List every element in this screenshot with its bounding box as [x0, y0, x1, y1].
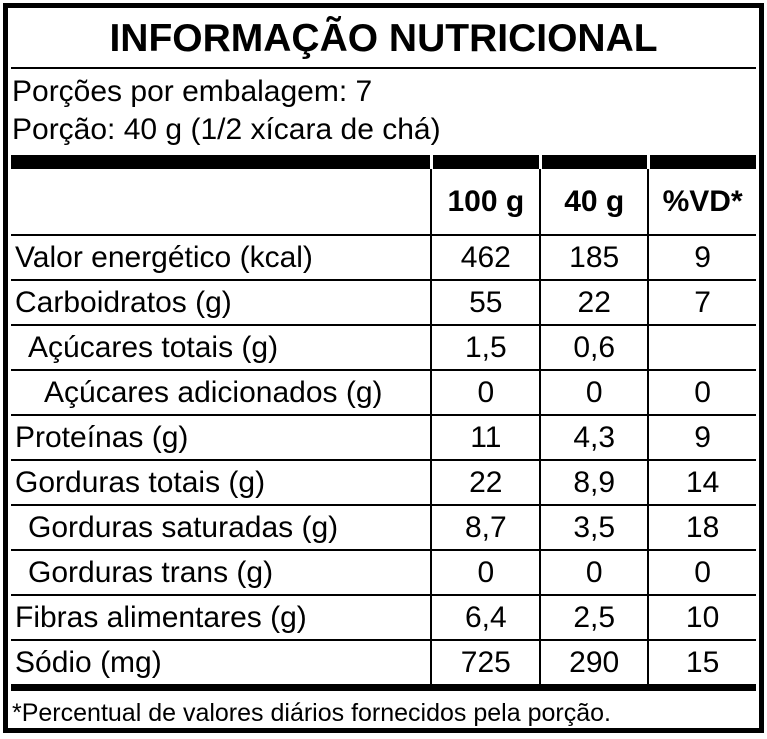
value-per-100g: 462: [430, 234, 540, 279]
value-percent-vd: 18: [647, 504, 756, 549]
row-acucares-adicionados: Açúcares adicionados (g) 0 0 0: [11, 369, 756, 414]
row-gorduras-totais: Gorduras totais (g) 22 8,9 14: [11, 459, 756, 504]
header-per-40g: 40 g: [539, 169, 647, 234]
bar-segment: [539, 155, 648, 169]
separator-bar-top: [11, 155, 756, 169]
value-percent-vd: 9: [647, 234, 756, 279]
value-per-40g: 2,5: [539, 594, 648, 639]
value-percent-vd: [647, 324, 756, 369]
nutrient-label: Carboidratos (g): [11, 279, 431, 324]
row-sodio: Sódio (mg) 725 290 15: [11, 639, 756, 684]
row-gorduras-saturadas: Gorduras saturadas (g) 8,7 3,5 18: [11, 504, 756, 549]
nutrient-label: Valor energético (kcal): [11, 234, 431, 279]
value-per-40g: 22: [539, 279, 648, 324]
value-percent-vd: 14: [647, 459, 756, 504]
nutrition-table: 100 g 40 g %VD* Valor energético (kcal) …: [11, 155, 756, 684]
value-percent-vd: 15: [647, 639, 756, 684]
header-per-100g: 100 g: [430, 169, 539, 234]
value-per-100g: 8,7: [430, 504, 540, 549]
nutrient-label: Gorduras trans (g): [11, 549, 431, 594]
value-per-40g: 8,9: [539, 459, 648, 504]
nutrient-label: Fibras alimentares (g): [11, 594, 431, 639]
value-percent-vd: 0: [647, 549, 756, 594]
row-proteinas: Proteínas (g) 11 4,3 9: [11, 414, 756, 459]
nutrient-label: Açúcares adicionados (g): [11, 369, 431, 414]
row-gorduras-trans: Gorduras trans (g) 0 0 0: [11, 549, 756, 594]
bar-segment: [647, 155, 756, 169]
value-per-40g: 3,5: [539, 504, 648, 549]
value-per-100g: 1,5: [430, 324, 540, 369]
value-per-40g: 0,6: [539, 324, 648, 369]
page-title: INFORMAÇÃO NUTRICIONAL: [11, 8, 756, 69]
servings-per-package: Porções por embalagem: 7: [12, 75, 373, 108]
header-nutrient: [11, 169, 430, 234]
nutrient-label: Gorduras totais (g): [11, 459, 431, 504]
row-valor-energetico: Valor energético (kcal) 462 185 9: [11, 234, 756, 279]
row-acucares-totais: Açúcares totais (g) 1,5 0,6: [11, 324, 756, 369]
value-per-40g: 0: [539, 549, 648, 594]
value-percent-vd: 10: [647, 594, 756, 639]
value-per-40g: 4,3: [539, 414, 648, 459]
value-per-100g: 11: [430, 414, 540, 459]
value-percent-vd: 9: [647, 414, 756, 459]
nutrient-label: Açúcares totais (g): [11, 324, 431, 369]
serving-size: Porção: 40 g (1/2 xícara de chá): [12, 113, 441, 146]
row-carboidratos: Carboidratos (g) 55 22 7: [11, 279, 756, 324]
value-per-100g: 22: [430, 459, 540, 504]
table-header-row: 100 g 40 g %VD*: [11, 169, 756, 234]
value-per-100g: 725: [430, 639, 540, 684]
value-per-40g: 185: [539, 234, 648, 279]
value-per-40g: 0: [539, 369, 648, 414]
header-percent-vd: %VD*: [647, 169, 756, 234]
bar-segment: [11, 155, 431, 169]
nutrient-label: Proteínas (g): [11, 414, 431, 459]
value-percent-vd: 0: [647, 369, 756, 414]
separator-bar-bottom: [11, 684, 756, 691]
nutrient-label: Gorduras saturadas (g): [11, 504, 431, 549]
value-percent-vd: 7: [647, 279, 756, 324]
nutrient-label: Sódio (mg): [11, 639, 431, 684]
bar-segment: [430, 155, 540, 169]
nutrition-label: INFORMAÇÃO NUTRICIONAL Porções por embal…: [3, 3, 764, 733]
value-per-100g: 55: [430, 279, 540, 324]
serving-info: Porções por embalagem: 7 Porção: 40 g (1…: [11, 69, 756, 155]
value-per-100g: 0: [430, 369, 540, 414]
value-per-40g: 290: [539, 639, 648, 684]
row-fibras-alimentares: Fibras alimentares (g) 6,4 2,5 10: [11, 594, 756, 639]
value-per-100g: 6,4: [430, 594, 540, 639]
value-per-100g: 0: [430, 549, 540, 594]
daily-value-footnote: *Percentual de valores diários fornecido…: [12, 699, 611, 727]
